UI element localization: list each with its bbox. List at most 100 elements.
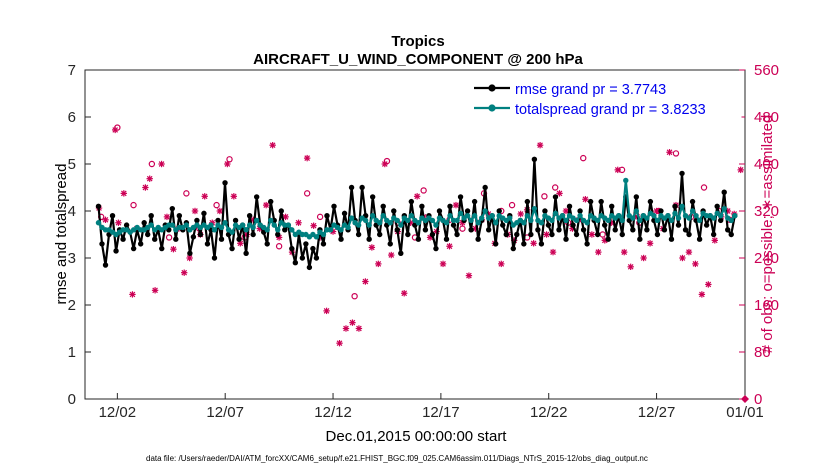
rmse-point	[493, 241, 499, 247]
obs-assimilated-point	[582, 196, 589, 203]
totalspread-point	[637, 217, 643, 224]
totalspread-point	[475, 220, 481, 226]
rmse-point	[672, 203, 678, 209]
rmse-point	[696, 236, 703, 242]
obs-assimilated-point	[517, 210, 524, 218]
rmse-point	[173, 236, 179, 242]
rmse-point	[190, 234, 197, 240]
obs-assimilated-stroke	[152, 287, 158, 294]
rmse-point	[303, 241, 309, 247]
totalspread-point	[717, 213, 724, 219]
obs-assimilated-stroke	[711, 237, 718, 244]
rmse-point	[605, 236, 611, 242]
rmse-point	[120, 236, 126, 242]
rmse-point	[619, 231, 625, 238]
rmse-point	[102, 262, 109, 268]
rmse-point	[601, 222, 608, 228]
obs-assimilated-point	[310, 222, 317, 229]
rmse-point	[644, 227, 650, 233]
totalspread-point	[457, 210, 464, 217]
obs-assimilated-point	[355, 325, 363, 332]
obs-assimilated-stroke	[647, 240, 653, 247]
obs-assimilated-point	[120, 190, 128, 197]
obs-assimilated-point	[170, 245, 177, 253]
totalspread-point	[623, 177, 629, 184]
rmse-point	[535, 227, 541, 233]
obs-assimilated-stroke	[537, 142, 543, 149]
y-axis-label: rmse and totalspread	[53, 164, 70, 305]
obs-assimilated-stroke	[627, 263, 634, 270]
obs-assimilated-stroke	[343, 325, 349, 332]
totalspread-point	[394, 217, 400, 224]
obs-assimilated-stroke	[595, 249, 602, 255]
x-tick-label: 12/17	[422, 404, 460, 421]
tick-layer: 0 1 2 3 4 5 6 7 0 80 160 240 320 400 480 560 12/02 12/07 1…	[68, 62, 779, 421]
totalspread-point	[211, 227, 218, 233]
obs-assimilated-stroke	[653, 208, 660, 214]
y-tick-label: 4	[68, 203, 76, 220]
obs-assimilated-stroke	[237, 240, 244, 247]
totalspread-point	[415, 220, 422, 226]
y-right-tick-label: 240	[754, 250, 779, 267]
rmse-point	[594, 231, 601, 238]
rmse-point	[292, 260, 299, 266]
totalspread-point	[398, 222, 404, 228]
obs-assimilated-point	[452, 201, 460, 209]
totalspread-point	[478, 215, 485, 221]
totalspread-point	[313, 234, 320, 240]
obs-assimilated-stroke	[224, 161, 231, 167]
rmse-point	[658, 208, 664, 214]
obs-assimilated-point	[216, 207, 224, 215]
obs-assimilated-point	[158, 160, 165, 168]
obs-assimilated-point	[530, 240, 537, 247]
obs-possible-point	[351, 292, 358, 300]
rmse-point	[500, 222, 506, 228]
rmse-point	[633, 194, 640, 200]
rmse-point	[338, 236, 344, 242]
totalspread-point	[447, 213, 453, 219]
rmse-point	[415, 236, 422, 242]
rmse-point	[355, 231, 362, 238]
rmse-point	[324, 213, 330, 219]
rmse-point	[521, 241, 527, 247]
obs-possible-point	[420, 187, 427, 194]
obs-assimilated-point	[368, 244, 376, 251]
totalspread-point	[689, 208, 696, 214]
rmse-point	[187, 250, 193, 256]
x-tick-label: 12/12	[314, 404, 352, 421]
totalspread-point	[433, 222, 439, 228]
totalspread-point	[538, 220, 545, 226]
obs-assimilated-point	[556, 190, 563, 197]
totalspread-point	[528, 217, 534, 224]
obs-assimilated-stroke	[556, 190, 563, 197]
obs-assimilated-stroke	[679, 255, 686, 261]
rmse-point	[725, 227, 731, 233]
rmse-point	[141, 220, 147, 226]
legend-rmse-label: rmse grand pr = 3.7743	[515, 82, 666, 98]
rmse-point	[573, 231, 580, 238]
obs-possible-point	[303, 190, 311, 197]
rmse-point	[229, 245, 235, 252]
rmse-point	[717, 217, 724, 224]
totalspread-point	[229, 229, 235, 235]
totalspread-point	[524, 213, 531, 219]
obs-assimilated-stroke	[375, 261, 382, 267]
rmse-point	[268, 198, 274, 205]
totalspread-point	[366, 222, 372, 228]
rmse-point	[598, 198, 604, 205]
totalspread-point	[454, 217, 460, 224]
rmse-point	[243, 250, 249, 256]
rmse-point	[422, 227, 429, 233]
obs-assimilated-stroke	[356, 325, 362, 332]
totalspread-point	[549, 217, 555, 224]
obs-assimilated-stroke	[170, 246, 177, 253]
obs-assimilated-stroke	[498, 261, 505, 267]
totalspread-point	[468, 217, 474, 224]
y-tick-label: 7	[68, 62, 76, 79]
rmse-point	[264, 241, 270, 247]
totalspread-point	[348, 215, 355, 221]
obs-assimilated-stroke	[230, 193, 237, 200]
rmse-point	[475, 236, 481, 242]
obs-possible-point	[508, 201, 516, 209]
rmse-point	[197, 231, 204, 238]
